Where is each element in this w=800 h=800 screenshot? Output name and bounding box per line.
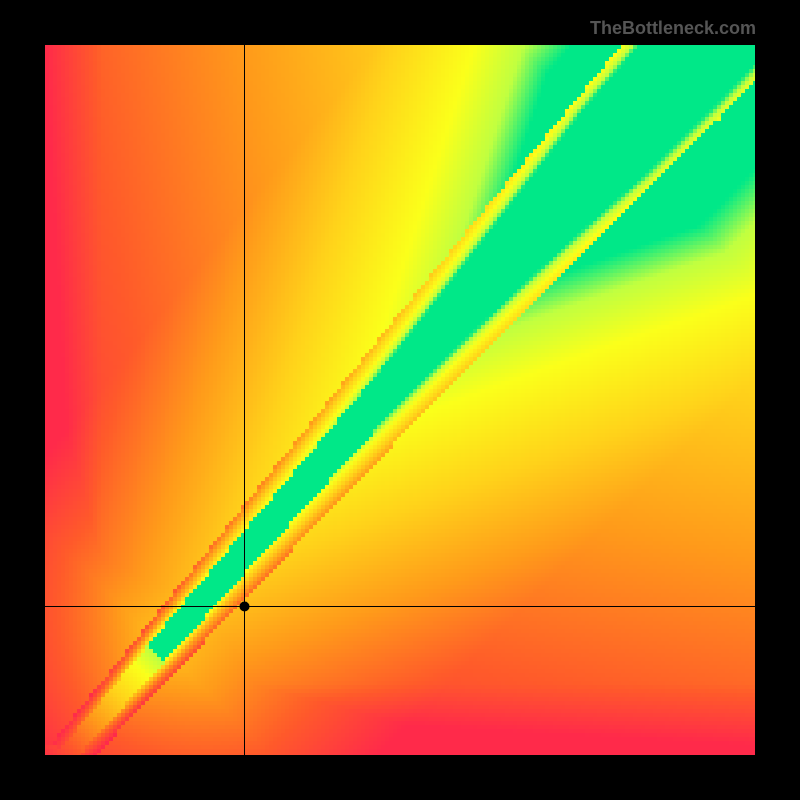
watermark-text: TheBottleneck.com xyxy=(590,18,756,39)
chart-container: TheBottleneck.com xyxy=(0,0,800,800)
bottleneck-heatmap xyxy=(45,45,755,755)
